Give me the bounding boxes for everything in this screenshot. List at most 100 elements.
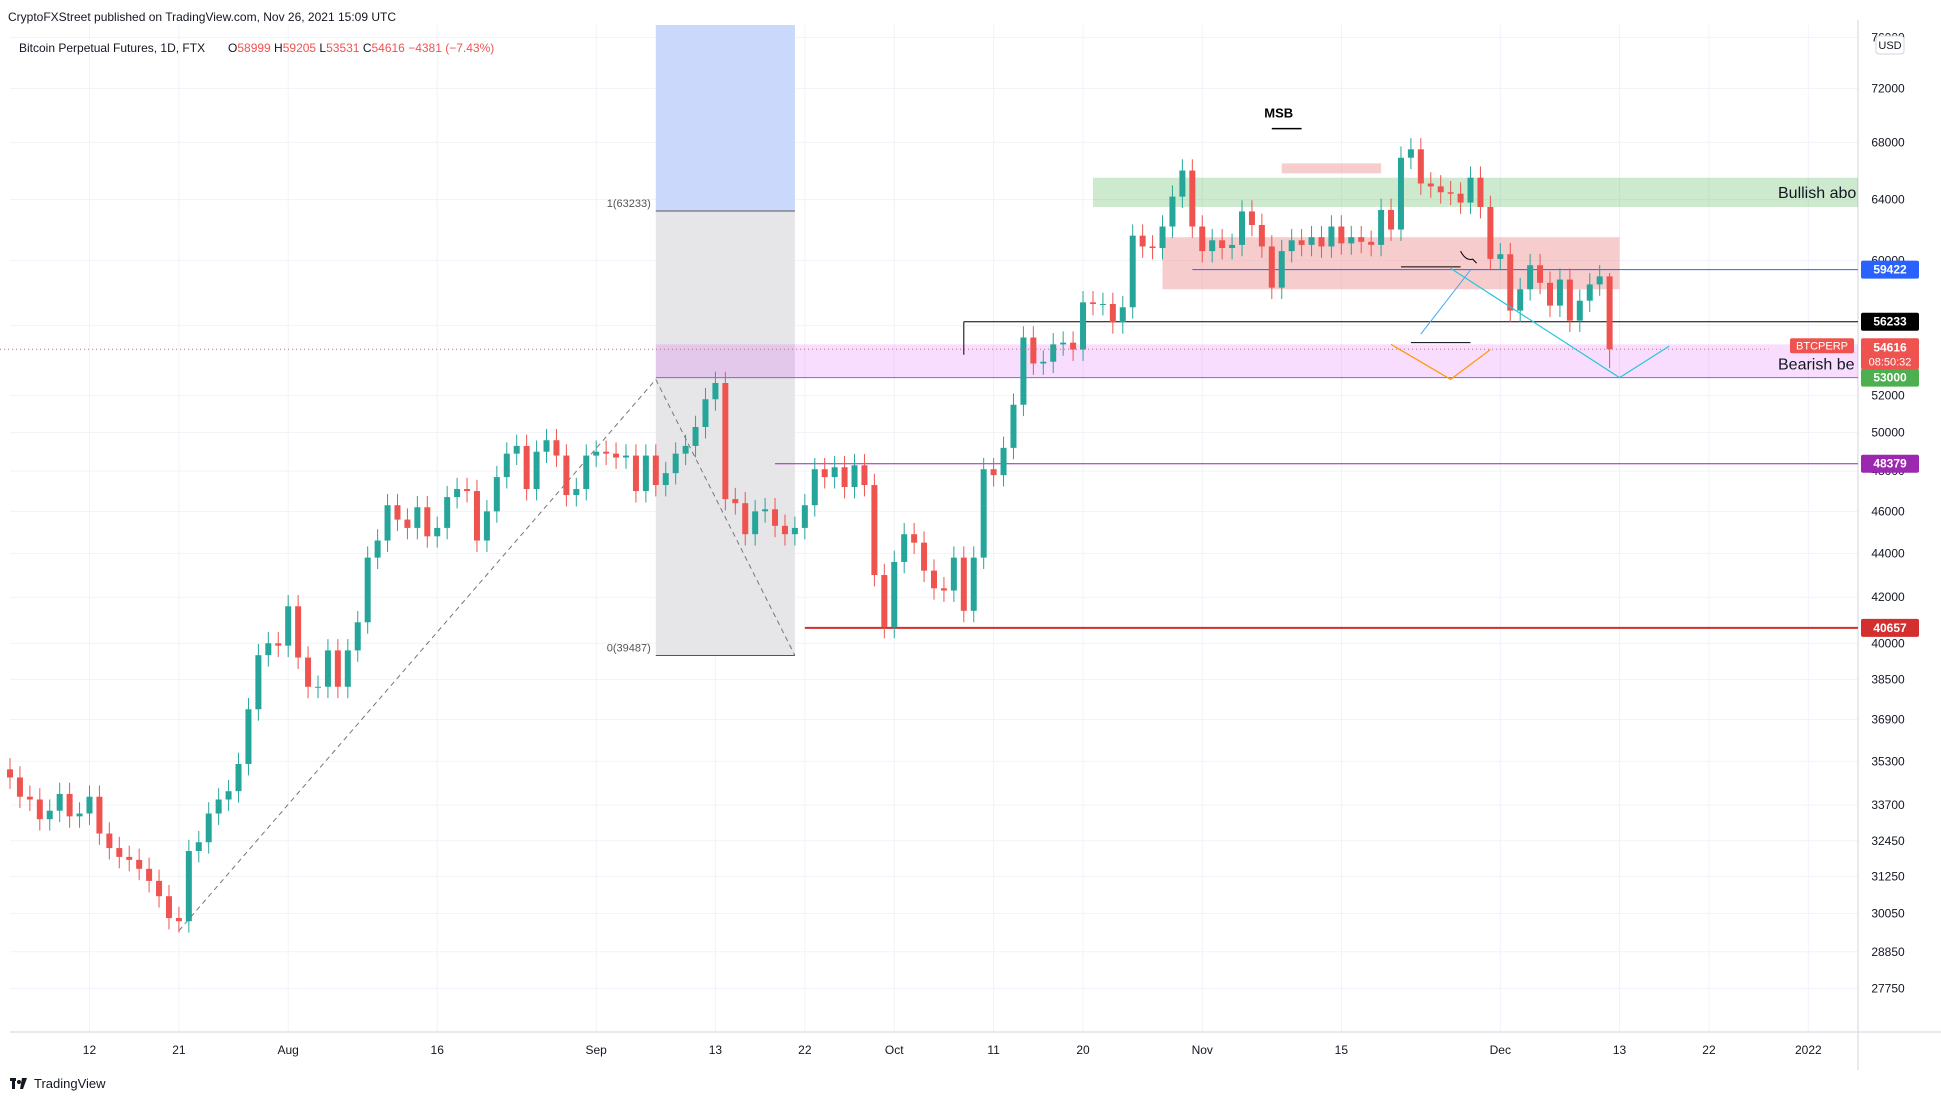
candle-body — [404, 519, 411, 528]
candle-body — [464, 489, 471, 492]
price-tag: 54616 — [1873, 340, 1907, 354]
candle-body — [126, 856, 133, 860]
price-tick-label: 68000 — [1871, 135, 1905, 149]
candle-body — [861, 465, 868, 486]
candle-body — [662, 473, 669, 486]
candle-body — [533, 451, 540, 490]
candle-body — [801, 505, 808, 528]
candle-body — [394, 505, 401, 520]
candle-body — [1298, 240, 1305, 245]
candle-body — [205, 813, 212, 843]
candle-body — [265, 643, 272, 656]
candle-body — [1348, 237, 1355, 244]
candle-body — [1338, 226, 1345, 244]
bullish-zone — [1092, 177, 1858, 207]
time-tick-label: 16 — [431, 1043, 445, 1057]
price-tag-bg — [1861, 338, 1919, 370]
price-tick-label: 28850 — [1871, 945, 1905, 959]
tradingview-brand: TradingView — [34, 1076, 106, 1091]
candle-body — [543, 440, 550, 452]
candle-body — [215, 799, 222, 814]
candle-body — [295, 606, 302, 658]
curve-marker — [1460, 250, 1477, 264]
candle-body — [891, 561, 898, 627]
time-tick-label: Dec — [1490, 1043, 1511, 1057]
candle-body — [1089, 302, 1096, 304]
candle-body — [1139, 235, 1146, 247]
candle-body — [1437, 186, 1444, 193]
candle-body — [66, 793, 73, 817]
candle-body — [513, 445, 520, 454]
symbol-legend: Bitcoin Perpetual Futures, 1D, FTX O5899… — [19, 41, 494, 55]
time-tick-label: 12 — [83, 1043, 97, 1057]
candle-body — [1308, 237, 1315, 245]
candle-body — [901, 534, 908, 562]
candle-body — [931, 570, 937, 589]
candle-body — [26, 796, 33, 800]
candle-body — [275, 643, 282, 646]
candle-body — [1129, 235, 1136, 308]
candle-body — [613, 453, 620, 458]
candle-body — [1576, 300, 1583, 321]
price-axis: 27750 28850 30050 31250 32450 33700 35300 36900… — [1790, 30, 1919, 995]
candle-body — [1368, 241, 1375, 245]
candle-body — [970, 557, 977, 611]
price-tick-label: 64000 — [1871, 193, 1905, 207]
candle-body — [940, 588, 947, 591]
candle-body — [1397, 157, 1404, 230]
candle-body — [136, 859, 143, 869]
price-tick-label: 33700 — [1871, 798, 1905, 812]
candle-body — [960, 557, 967, 611]
candle-body — [7, 769, 13, 778]
price-tick-label: 36900 — [1871, 712, 1905, 726]
candle-body — [1219, 240, 1226, 249]
time-tick-label: Sep — [586, 1043, 608, 1057]
candle-body — [106, 833, 113, 849]
candle-body — [841, 467, 848, 488]
supply-zone — [1162, 237, 1620, 290]
price-tick-label: 52000 — [1871, 389, 1905, 403]
candle-body — [1407, 149, 1414, 158]
blue-rise-line — [1420, 269, 1471, 335]
candle-body — [1070, 342, 1077, 350]
time-tick-label: 20 — [1076, 1043, 1090, 1057]
candle-body — [334, 650, 341, 687]
price-tick-label: 35300 — [1871, 754, 1905, 768]
cyan-projection — [1450, 267, 1670, 379]
candle-body — [374, 540, 381, 558]
candle-body — [1318, 237, 1325, 247]
symbol-tag-bg — [1790, 338, 1854, 354]
candle-body — [434, 527, 441, 537]
candle-body — [1447, 192, 1454, 194]
candle-body — [1258, 224, 1265, 247]
time-tick-label: 15 — [1335, 1043, 1349, 1057]
candle-body — [1417, 149, 1424, 184]
candle-body — [563, 455, 570, 496]
candle-body — [1060, 342, 1067, 345]
level-tag-40657: 40657 — [1873, 621, 1907, 635]
candle-body — [56, 793, 63, 811]
level-tag-53000-bg — [1861, 368, 1919, 387]
candle-body — [1109, 303, 1116, 323]
candle-body — [245, 709, 252, 764]
candle-body — [185, 851, 192, 922]
candle-body — [1278, 251, 1285, 288]
candle-body — [1159, 226, 1166, 249]
candle-body — [1050, 344, 1057, 362]
candle-body — [871, 485, 878, 576]
candle-body — [1497, 254, 1504, 259]
candle-body — [175, 918, 182, 922]
candle-body — [1119, 307, 1126, 323]
candle-body — [1199, 226, 1206, 252]
candle-body — [553, 440, 560, 456]
candle-body — [772, 509, 779, 526]
candle-body — [1388, 209, 1395, 230]
candle-body — [1537, 265, 1544, 283]
candle-body — [1467, 177, 1474, 203]
price-tick-label: 42000 — [1871, 590, 1905, 604]
tradingview-footer[interactable]: TradingView — [10, 1076, 106, 1091]
candle-body — [36, 799, 43, 820]
candle-body — [384, 505, 391, 541]
candle-body — [1010, 404, 1017, 448]
